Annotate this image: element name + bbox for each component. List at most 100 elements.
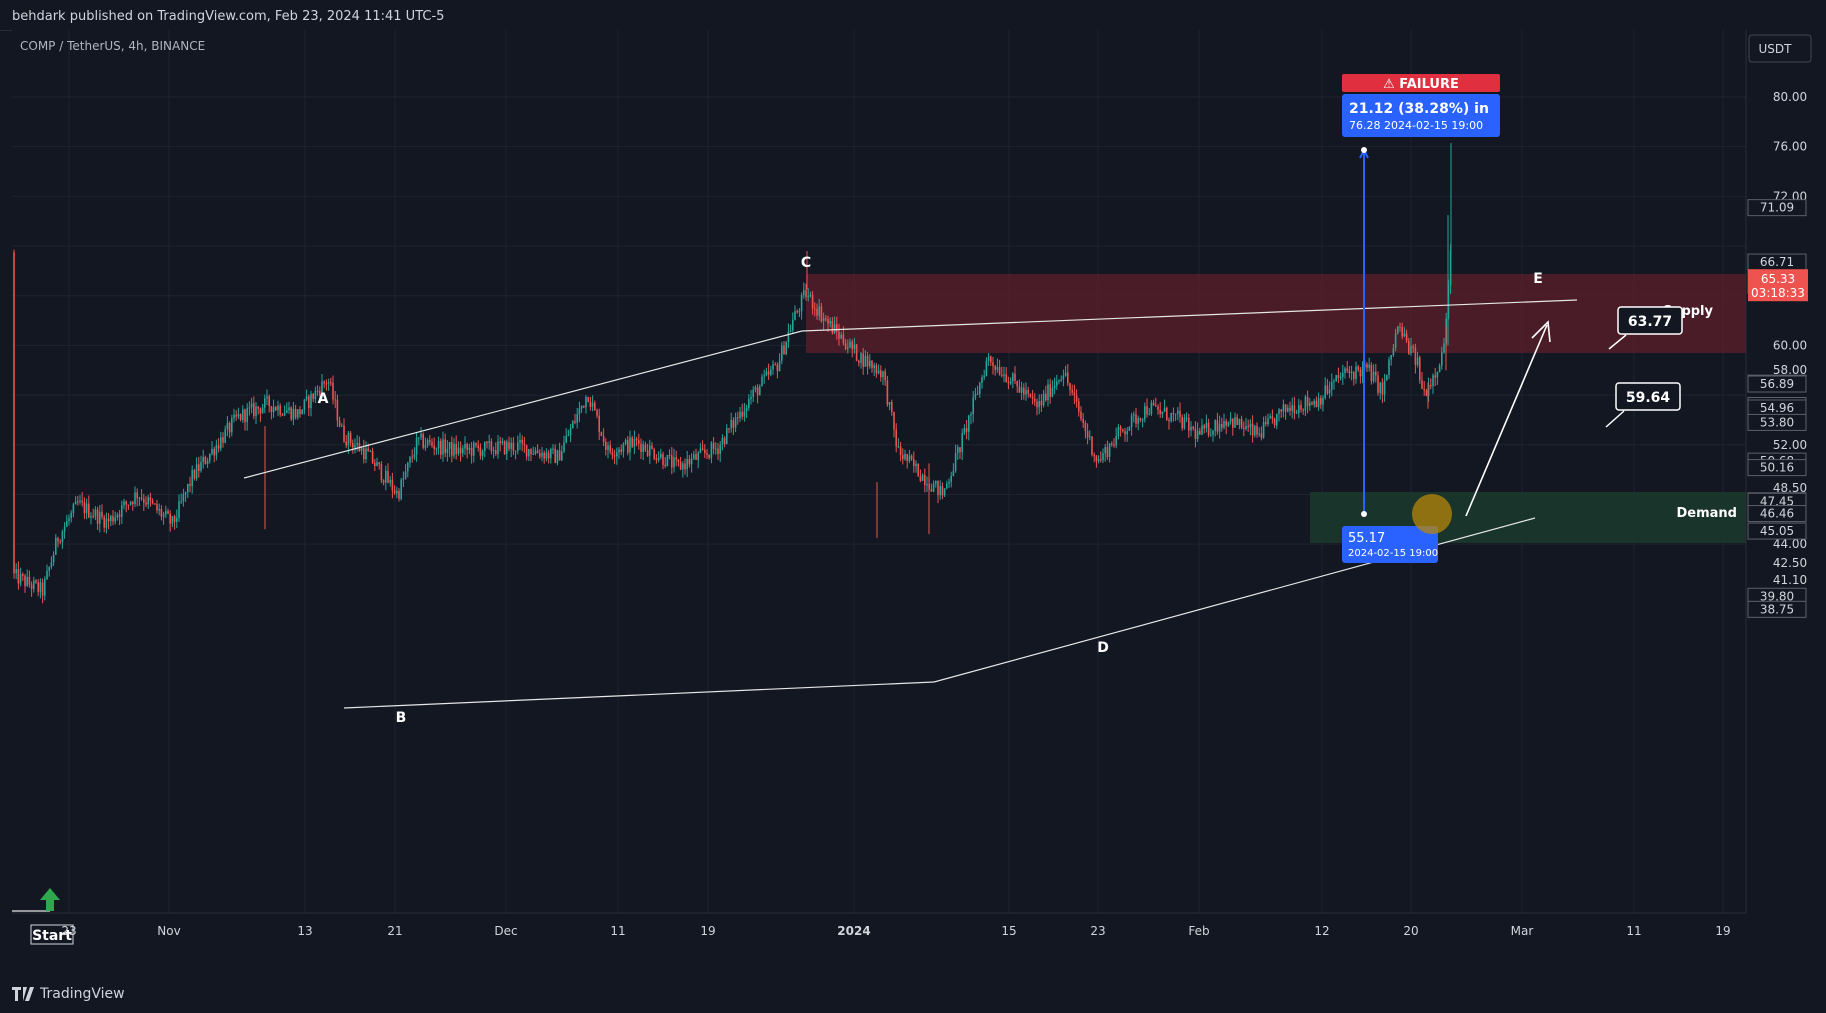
candle	[789, 324, 792, 333]
candle-body	[829, 320, 831, 324]
candle-body	[112, 515, 114, 522]
candle	[618, 446, 620, 459]
candle	[1172, 407, 1175, 422]
candle	[1320, 395, 1322, 409]
candle	[382, 479, 385, 486]
x-tick-label: 21	[387, 924, 402, 938]
tradingview-logo[interactable]: TradingView	[12, 986, 125, 1002]
candle-body	[1212, 430, 1214, 435]
candle	[622, 442, 625, 458]
candle-body	[349, 432, 352, 443]
price-level-tag: 45.05	[1747, 522, 1807, 540]
candle	[534, 447, 537, 456]
candle	[70, 510, 72, 523]
y-tick-label: 60.00	[1773, 338, 1807, 352]
candle	[517, 435, 519, 455]
candle-body	[1256, 425, 1258, 435]
candle	[992, 356, 994, 375]
candle-body	[785, 341, 787, 355]
candle-body	[1322, 397, 1324, 405]
candle-body	[457, 447, 460, 454]
candle-body	[1313, 400, 1315, 405]
candle-body	[1394, 333, 1397, 349]
price-level-label: 45.05	[1760, 524, 1794, 538]
candle	[255, 402, 257, 424]
candle	[831, 317, 834, 335]
candle-body	[1095, 456, 1098, 462]
candle-body	[118, 514, 121, 517]
candle	[303, 398, 306, 415]
candle-body	[961, 433, 963, 453]
candle-body	[717, 448, 719, 455]
candle-body	[732, 420, 735, 428]
candle-body	[937, 480, 939, 496]
candle-body	[963, 427, 966, 434]
candle	[1027, 386, 1029, 398]
candle-body	[572, 421, 574, 429]
candle-body	[72, 504, 75, 513]
currency-button[interactable]: USDT	[1748, 34, 1812, 63]
candle-body	[666, 454, 669, 467]
candle-body	[1441, 352, 1443, 366]
candle-body	[420, 433, 422, 438]
candle	[816, 303, 818, 320]
price-level-label: 54.96	[1760, 401, 1794, 415]
candle-body	[402, 478, 405, 480]
candle	[365, 441, 367, 464]
candle	[1205, 414, 1208, 433]
candle	[165, 505, 167, 519]
candle-body	[719, 444, 721, 455]
candle	[244, 408, 246, 431]
candle	[611, 448, 614, 460]
failure-label: ⚠ FAILURE	[1383, 77, 1459, 92]
candle-body	[129, 501, 132, 505]
candle	[844, 338, 847, 351]
candle-body	[1086, 431, 1089, 438]
candle-body	[1038, 400, 1040, 408]
candle-body	[950, 475, 952, 482]
x-tick-label: 19	[1715, 924, 1730, 938]
candle	[1388, 356, 1390, 379]
candle-body	[860, 353, 862, 363]
candle-body	[695, 454, 697, 460]
candle-body	[292, 409, 295, 420]
candle-body	[565, 436, 567, 443]
candle-body	[400, 479, 402, 499]
candle-body	[1003, 374, 1005, 376]
candle-body	[1174, 413, 1177, 415]
candle	[156, 499, 158, 514]
candle	[455, 435, 457, 460]
candle	[864, 350, 867, 367]
candle-body	[1414, 347, 1417, 365]
candle	[250, 397, 253, 414]
candle	[807, 288, 809, 302]
candle	[1168, 417, 1170, 430]
candle-body	[253, 403, 255, 417]
candle-body	[28, 576, 31, 585]
candle	[917, 463, 919, 477]
candle-body	[1300, 404, 1302, 410]
candle	[1425, 388, 1428, 397]
candle	[149, 492, 152, 507]
candle	[1390, 354, 1392, 366]
candle	[503, 440, 506, 455]
candle	[246, 403, 248, 431]
candle	[48, 566, 50, 577]
candle-body	[871, 360, 873, 369]
candle	[433, 437, 435, 456]
candle	[510, 437, 512, 458]
candle-body	[794, 311, 796, 320]
candle	[448, 441, 451, 458]
candle	[92, 508, 94, 519]
candle-body	[939, 486, 941, 496]
candle-body	[1397, 326, 1399, 334]
candle-body	[1075, 395, 1078, 402]
candle-body	[169, 513, 171, 524]
candle	[1071, 384, 1073, 396]
candle	[187, 483, 189, 498]
candle	[1256, 422, 1258, 438]
candle	[206, 457, 209, 469]
candle-body	[807, 295, 809, 297]
candle	[906, 453, 908, 469]
